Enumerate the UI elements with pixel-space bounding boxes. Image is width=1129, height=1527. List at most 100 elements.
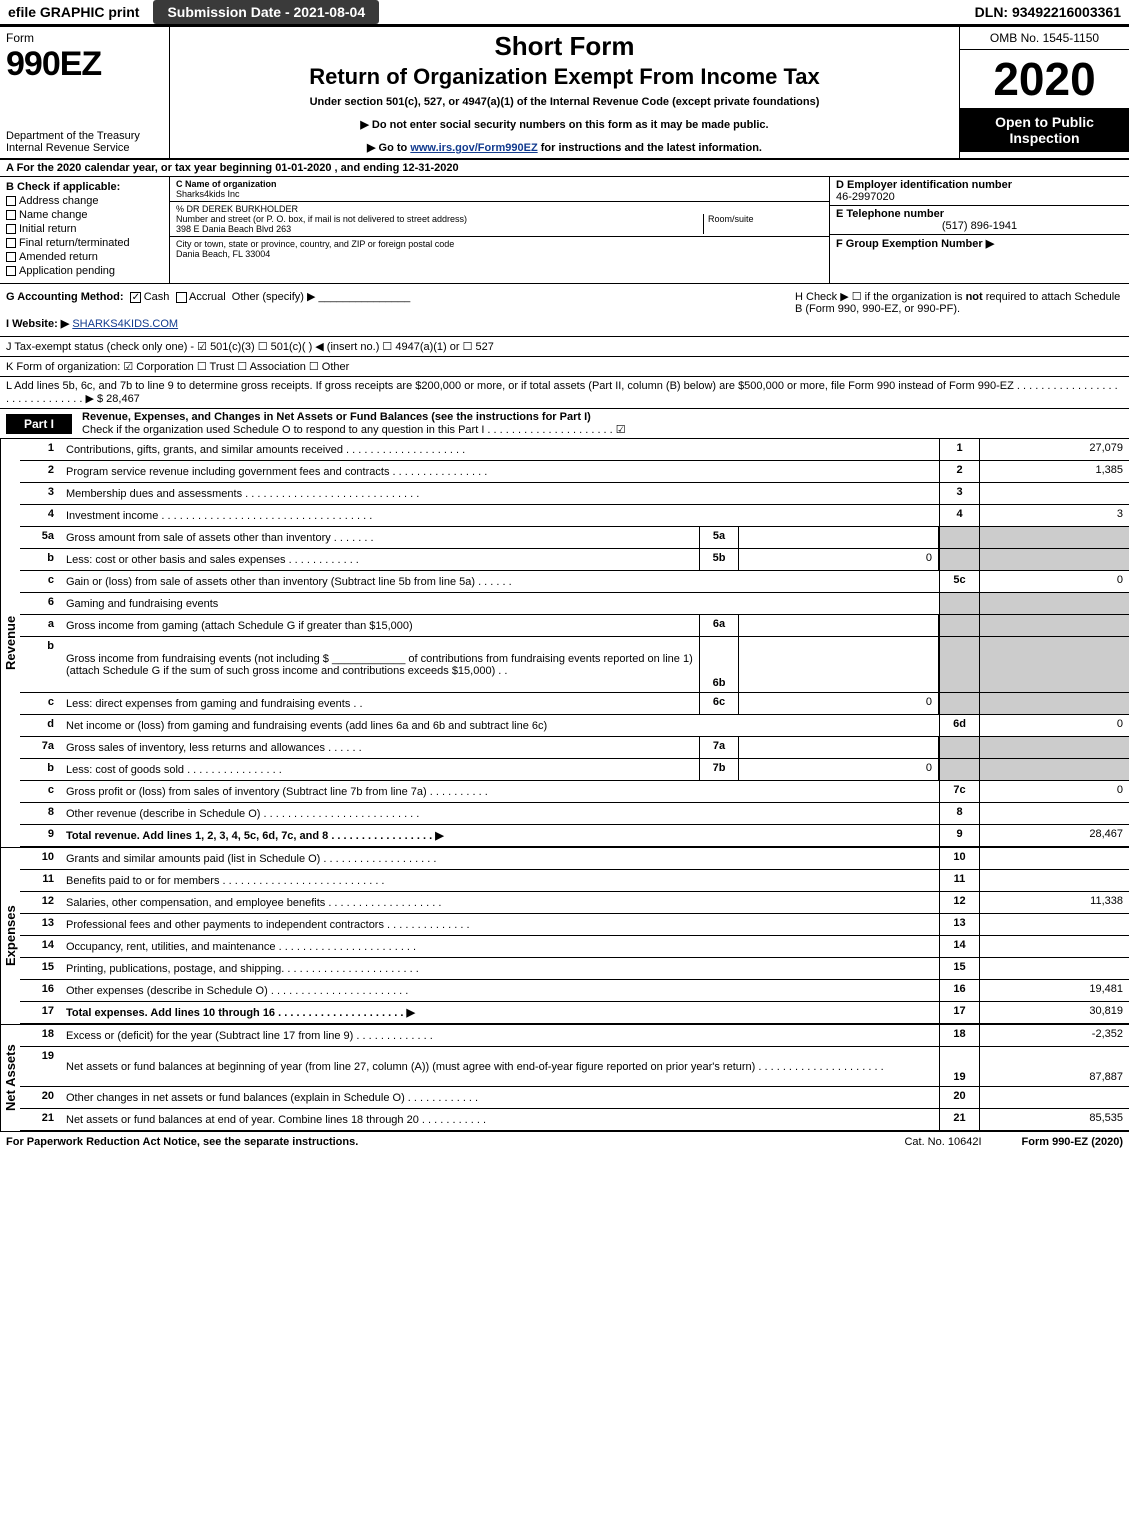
line-20: 20Other changes in net assets or fund ba… (20, 1087, 1129, 1109)
line-10: 10Grants and similar amounts paid (list … (20, 848, 1129, 870)
line-5a: 5aGross amount from sale of assets other… (20, 527, 1129, 549)
f-group-row: F Group Exemption Number ▶ (830, 235, 1129, 252)
room-label: Room/suite (708, 214, 823, 224)
e-phone-row: E Telephone number (517) 896-1941 (830, 206, 1129, 235)
line-14: 14Occupancy, rent, utilities, and mainte… (20, 936, 1129, 958)
line-7b: bLess: cost of goods sold . . . . . . . … (20, 759, 1129, 781)
chk-address[interactable]: Address change (6, 195, 163, 207)
line-8: 8Other revenue (describe in Schedule O) … (20, 803, 1129, 825)
line-1: 1Contributions, gifts, grants, and simil… (20, 439, 1129, 461)
chk-amended[interactable]: Amended return (6, 251, 163, 263)
row-j: J Tax-exempt status (check only one) - ☑… (0, 337, 1129, 357)
i-label: I Website: ▶ (6, 318, 69, 330)
line-7a: 7aGross sales of inventory, less returns… (20, 737, 1129, 759)
org-name: Sharks4kids Inc (176, 189, 823, 199)
row-l: L Add lines 5b, 6c, and 7b to line 9 to … (0, 377, 1129, 409)
header-left: Form 990EZ Department of the Treasury In… (0, 27, 170, 158)
row-k: K Form of organization: ☑ Corporation ☐ … (0, 357, 1129, 377)
d-ein-row: D Employer identification number 46-2997… (830, 177, 1129, 206)
efile-label[interactable]: efile GRAPHIC print (0, 0, 147, 24)
open-to-public: Open to Public Inspection (960, 108, 1129, 152)
f-label: F Group Exemption Number ▶ (836, 237, 1123, 250)
form-word: Form (6, 31, 163, 45)
note-ssn: ▶ Do not enter social security numbers o… (180, 118, 949, 131)
header-right: OMB No. 1545-1150 2020 Open to Public In… (959, 27, 1129, 158)
footer-right: Form 990-EZ (2020) (1022, 1136, 1123, 1148)
chk-pending[interactable]: Application pending (6, 265, 163, 277)
line-15: 15Printing, publications, postage, and s… (20, 958, 1129, 980)
line-5b: bLess: cost or other basis and sales exp… (20, 549, 1129, 571)
col-b-head: B Check if applicable: (6, 181, 163, 193)
tax-year: 2020 (960, 50, 1129, 108)
part1-title: Revenue, Expenses, and Changes in Net As… (82, 411, 591, 423)
omb-number: OMB No. 1545-1150 (960, 27, 1129, 50)
part1-check-note: Check if the organization used Schedule … (82, 424, 626, 436)
line-2: 2Program service revenue including gover… (20, 461, 1129, 483)
dept-irs: Internal Revenue Service (6, 142, 163, 154)
chk-initial[interactable]: Initial return (6, 223, 163, 235)
care-of: % DR DEREK BURKHOLDER (176, 204, 823, 214)
block-g-h: G Accounting Method: Cash Accrual Other … (0, 284, 1129, 337)
note-link: ▶ Go to www.irs.gov/Form990EZ for instru… (180, 141, 949, 154)
h-not: not (966, 291, 983, 303)
expenses-section: Expenses 10Grants and similar amounts pa… (0, 848, 1129, 1025)
c-name-row: C Name of organization Sharks4kids Inc (170, 177, 829, 202)
row-h: H Check ▶ ☐ if the organization is not r… (789, 284, 1129, 336)
ein: 46-2997020 (836, 191, 1123, 203)
d-label: D Employer identification number (836, 179, 1123, 191)
chk-accrual[interactable] (176, 292, 187, 303)
footer-mid: Cat. No. 10642I (904, 1136, 981, 1148)
c-city-row: City or town, state or province, country… (170, 237, 829, 261)
line-9: 9Total revenue. Add lines 1, 2, 3, 4, 5c… (20, 825, 1129, 847)
g-label: G Accounting Method: (6, 291, 124, 303)
h-text1: H Check ▶ ☐ if the organization is (795, 291, 966, 303)
city: Dania Beach, FL 33004 (176, 249, 823, 259)
city-label: City or town, state or province, country… (176, 239, 823, 249)
header-mid: Short Form Return of Organization Exempt… (170, 27, 959, 158)
irs-link[interactable]: www.irs.gov/Form990EZ (410, 142, 537, 154)
chk-final[interactable]: Final return/terminated (6, 237, 163, 249)
website-link[interactable]: SHARKS4KIDS.COM (72, 318, 178, 330)
c-care-row: % DR DEREK BURKHOLDER Number and street … (170, 202, 829, 237)
street: 398 E Dania Beach Blvd 263 (176, 224, 703, 234)
line-11: 11Benefits paid to or for members . . . … (20, 870, 1129, 892)
street-label: Number and street (or P. O. box, if mail… (176, 214, 703, 224)
line-6d: dNet income or (loss) from gaming and fu… (20, 715, 1129, 737)
gi-left: G Accounting Method: Cash Accrual Other … (0, 284, 789, 336)
line-21: 21Net assets or fund balances at end of … (20, 1109, 1129, 1131)
chk-name[interactable]: Name change (6, 209, 163, 221)
footer: For Paperwork Reduction Act Notice, see … (0, 1132, 1129, 1152)
form-title-2: Return of Organization Exempt From Incom… (180, 64, 949, 90)
phone: (517) 896-1941 (836, 220, 1123, 232)
block-b-through-f: B Check if applicable: Address change Na… (0, 177, 1129, 284)
line-7c: cGross profit or (loss) from sales of in… (20, 781, 1129, 803)
line-6a: aGross income from gaming (attach Schedu… (20, 615, 1129, 637)
revenue-side-label: Revenue (0, 439, 20, 847)
chk-cash[interactable] (130, 292, 141, 303)
part1-label: Part I (6, 414, 72, 434)
netassets-side-label: Net Assets (0, 1025, 20, 1131)
line-3: 3Membership dues and assessments . . . .… (20, 483, 1129, 505)
form-subtitle: Under section 501(c), 527, or 4947(a)(1)… (180, 96, 949, 108)
line-4: 4Investment income . . . . . . . . . . .… (20, 505, 1129, 527)
submission-date-pill: Submission Date - 2021-08-04 (153, 0, 379, 24)
line-18: 18Excess or (deficit) for the year (Subt… (20, 1025, 1129, 1047)
col-b: B Check if applicable: Address change Na… (0, 177, 170, 283)
top-bar: efile GRAPHIC print Submission Date - 20… (0, 0, 1129, 27)
line-19: 19Net assets or fund balances at beginni… (20, 1047, 1129, 1087)
net-assets-section: Net Assets 18Excess or (deficit) for the… (0, 1025, 1129, 1132)
dept-treasury: Department of the Treasury (6, 130, 163, 142)
footer-left: For Paperwork Reduction Act Notice, see … (6, 1136, 358, 1148)
form-number: 990EZ (6, 45, 163, 84)
row-a-taxyear: A For the 2020 calendar year, or tax yea… (0, 160, 1129, 177)
line-16: 16Other expenses (describe in Schedule O… (20, 980, 1129, 1002)
part1-header: Part I Revenue, Expenses, and Changes in… (0, 409, 1129, 439)
form-header: Form 990EZ Department of the Treasury In… (0, 27, 1129, 160)
form-title-1: Short Form (180, 31, 949, 62)
line-6c: cLess: direct expenses from gaming and f… (20, 693, 1129, 715)
col-d: D Employer identification number 46-2997… (829, 177, 1129, 283)
row-i: I Website: ▶ SHARKS4KIDS.COM (6, 317, 783, 330)
line-12: 12Salaries, other compensation, and empl… (20, 892, 1129, 914)
e-label: E Telephone number (836, 208, 1123, 220)
line-13: 13Professional fees and other payments t… (20, 914, 1129, 936)
